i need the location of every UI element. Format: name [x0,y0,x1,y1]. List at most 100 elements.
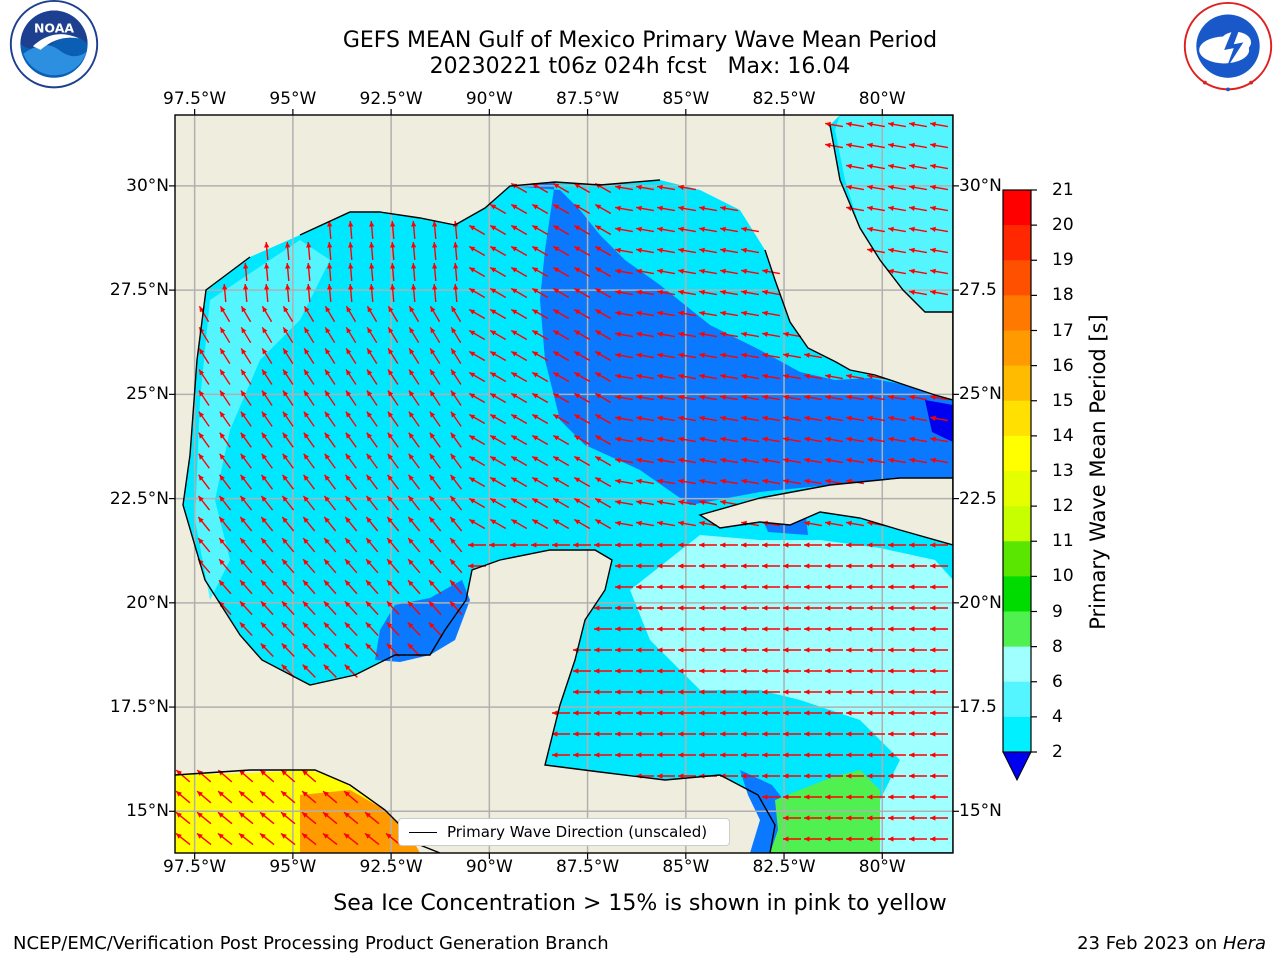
wave-direction-arrow [909,184,927,191]
wave-direction-arrow [615,268,633,275]
wave-direction-arrow [552,287,570,299]
wave-direction-arrow [510,392,528,404]
wave-direction-arrow [783,394,801,401]
wave-direction-arrow [449,600,463,616]
wave-direction-arrow [390,220,396,240]
wave-direction-arrow [804,478,822,485]
wave-direction-arrow [615,752,633,758]
x-tick-label-top: 87.5°W [555,89,620,109]
wave-direction-arrow [615,668,633,674]
wave-direction-arrow [302,600,316,616]
wave-direction-arrow [239,579,253,595]
wave-direction-arrow [741,352,759,359]
wave-direction-arrow [468,392,486,404]
wave-direction-arrow [909,668,927,674]
wave-direction-arrow [909,436,927,443]
wave-direction-arrow [468,542,486,548]
wave-direction-arrow [846,163,864,170]
wave-direction-arrow [804,647,822,653]
wave-direction-arrow [804,436,822,443]
wave-direction-arrow [867,752,885,758]
wave-direction-arrow [344,516,358,532]
wave-direction-arrow [407,600,421,616]
wave-direction-arrow [720,605,738,611]
wave-direction-arrow [930,415,948,422]
wave-direction-arrow [365,537,379,553]
wave-direction-arrow [510,518,528,530]
wave-direction-arrow [573,413,591,425]
wave-direction-arrow [909,415,927,422]
wave-direction-arrow [720,394,738,401]
wave-direction-arrow [678,457,696,464]
wave-direction-arrow [720,457,738,464]
wave-direction-arrow [345,411,357,427]
wave-direction-arrow [322,790,338,804]
y-tick-label-left: 15°N [126,801,169,822]
wave-direction-arrow [636,710,654,716]
cuba-coastline [698,477,953,546]
colorbar-cell [1003,506,1031,542]
wave-direction-arrow [909,289,927,296]
noaa-logo-icon: NOAA [9,0,99,89]
wave-direction-arrow [888,268,906,275]
wave-direction-arrow [636,268,654,275]
wave-direction-arrow [636,373,654,380]
wave-direction-arrow [846,836,864,842]
wave-direction-arrow [552,455,570,467]
wave-direction-arrow [783,373,801,380]
wave-direction-arrow [846,752,864,758]
wave-direction-arrow [888,710,906,716]
wave-direction-arrow [657,647,675,653]
wave-direction-arrow [846,689,864,695]
wave-direction-arrow [408,432,420,448]
wave-direction-arrow [345,453,357,469]
wave-direction-arrow [468,413,486,425]
wave-direction-arrow [867,794,885,800]
wave-direction-arrow [428,495,442,511]
wave-direction-arrow [699,563,717,569]
wave-direction-arrow [198,390,210,406]
x-tick-label-bottom: 90°W [465,857,513,877]
wave-direction-arrow [573,329,591,341]
wave-direction-arrow [468,497,486,509]
coastline [299,179,661,236]
wave-direction-arrow [449,474,463,490]
wave-direction-arrow [264,283,270,303]
wave-direction-arrow [804,689,822,695]
wave-direction-arrow [825,689,843,695]
wave-direction-arrow [804,373,822,380]
wave-direction-arrow [825,752,843,758]
wave-direction-arrow [909,815,927,821]
wave-direction-arrow [303,390,315,406]
wave-direction-arrow [909,794,927,800]
wave-direction-arrow [510,224,528,236]
wave-direction-arrow [324,326,336,344]
wave-direction-arrow [327,220,333,240]
wave-direction-arrow [306,262,312,282]
wave-direction-arrow [699,205,717,212]
wave-direction-arrow [260,621,274,637]
wave-direction-arrow [531,350,549,362]
y-tick-label-left: 20°N [126,592,169,613]
wave-direction-arrow [930,142,948,149]
wave-direction-arrow [489,203,507,215]
wave-direction-arrow [699,226,717,233]
wave-direction-arrow [386,516,400,532]
wave-direction-arrow [930,436,948,443]
wave-direction-arrow [594,647,612,653]
wave-direction-arrow [930,731,948,737]
wave-direction-arrow [323,558,337,574]
wave-direction-arrow [804,457,822,464]
wave-direction-arrow [218,558,232,574]
wave-direction-arrow [327,241,333,261]
wave-direction-arrow [783,605,801,611]
wave-direction-arrow [867,121,885,128]
wave-direction-arrow [615,478,633,485]
wave-direction-arrow [888,668,906,674]
colorbar-tick-label: 4 [1052,706,1063,727]
wave-direction-arrow [365,621,379,637]
wave-direction-arrow [260,600,274,616]
wave-direction-arrow [930,773,948,779]
wave-direction-arrow [408,369,420,385]
wave-direction-arrow [281,474,295,490]
